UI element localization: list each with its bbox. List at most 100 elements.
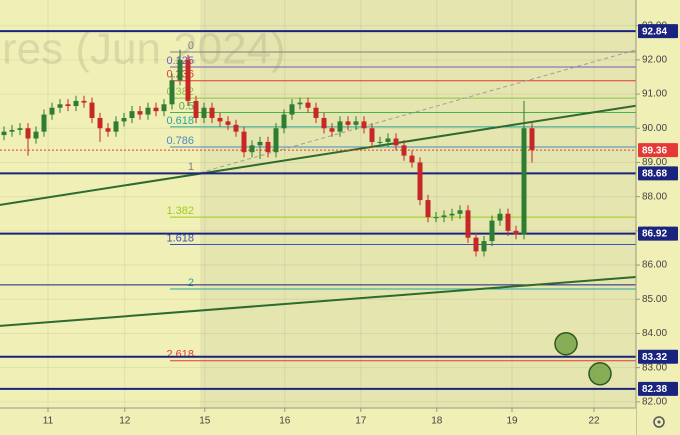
candle-body: [145, 107, 151, 115]
candle-body: [465, 210, 471, 238]
y-tick-label: 85.00: [642, 294, 667, 305]
candle-body: [273, 128, 279, 153]
y-tick-label: 92.00: [642, 54, 667, 65]
candle-body: [137, 111, 143, 115]
candle-body: [489, 220, 495, 242]
price-badge: [638, 349, 678, 364]
x-tick-label: 12: [119, 416, 131, 427]
fib-label: 0.786: [166, 135, 194, 147]
candle-body: [233, 124, 239, 132]
y-tick-label: 90.00: [642, 123, 667, 134]
price-badge: [638, 226, 678, 241]
candle-body: [113, 121, 119, 132]
y-tick-label: 91.00: [642, 89, 667, 100]
candle-body: [97, 117, 103, 129]
candle-body: [321, 117, 327, 129]
candle-body: [441, 215, 447, 218]
y-tick-label: 83.00: [642, 362, 667, 373]
y-tick-label: 89.00: [642, 157, 667, 168]
x-tick-label: 22: [588, 416, 600, 427]
settings-icon-center: [657, 420, 661, 424]
settings-icon: [653, 416, 665, 428]
x-tick-label: 19: [506, 416, 518, 427]
candle-body: [377, 141, 383, 143]
candle-body: [33, 131, 39, 139]
trendline: [0, 104, 637, 206]
candle-body: [73, 100, 79, 107]
candle-body: [345, 121, 351, 125]
candle-body: [425, 200, 431, 218]
y-tick-label: 86.00: [642, 260, 667, 271]
candle-body: [281, 114, 287, 129]
candle-body: [257, 141, 263, 146]
candle-body: [225, 121, 231, 125]
candle-body: [369, 128, 375, 142]
candle-body: [457, 210, 463, 214]
price-badge: [638, 143, 678, 158]
trendline: [0, 276, 637, 327]
candle-body: [481, 241, 487, 252]
candle-body: [217, 117, 223, 122]
candle-body: [521, 128, 527, 235]
candle-body: [505, 213, 511, 231]
candle-body: [169, 80, 175, 105]
y-tick-label: 88.00: [642, 191, 667, 202]
candle-body: [265, 141, 271, 153]
candle-body: [1, 131, 7, 136]
candle-body: [193, 100, 199, 118]
candle-body: [153, 107, 159, 112]
price-badge-label: 89.36: [642, 145, 667, 156]
x-tick-label: 15: [199, 416, 211, 427]
candle-body: [209, 107, 215, 118]
fib-label: 0.5: [179, 100, 194, 112]
price-badge: [638, 24, 678, 39]
candle-body: [361, 121, 367, 129]
marker-circle: [554, 331, 578, 356]
trendline: [199, 49, 637, 174]
candle-body: [529, 128, 535, 151]
candle-body: [313, 107, 319, 118]
candle-body: [177, 59, 183, 81]
candle-body: [249, 145, 255, 153]
candle-body: [25, 128, 31, 139]
candle-body: [473, 237, 479, 252]
watermark: res (Jun 2024): [2, 25, 286, 74]
candle-body: [49, 107, 55, 115]
x-tick-label: 17: [355, 416, 367, 427]
fib-label: 1.618: [166, 232, 194, 244]
candle-body: [201, 107, 207, 118]
price-badge-label: 82.38: [642, 384, 667, 395]
y-tick-label: 84.00: [642, 328, 667, 339]
price-badge: [638, 381, 678, 396]
x-tick-label: 18: [431, 416, 443, 427]
candle-body: [65, 104, 71, 107]
candle-body: [289, 104, 295, 115]
candle-body: [121, 117, 127, 122]
candle-body: [161, 104, 167, 112]
candle-body: [297, 102, 303, 105]
marker-circle: [588, 362, 612, 386]
candle-body: [57, 104, 63, 108]
candle-body: [9, 129, 15, 132]
candle-body: [241, 131, 247, 153]
x-tick-label: 16: [279, 416, 291, 427]
x-axis-panel: [0, 408, 636, 435]
price-badge-label: 88.68: [642, 169, 667, 180]
x-tick-label: 11: [43, 416, 54, 427]
fib-label: 0.618: [166, 115, 194, 127]
candle-body: [433, 217, 439, 219]
candle-body: [409, 155, 415, 163]
candle-body: [353, 121, 359, 125]
candle-body: [305, 102, 311, 108]
candle-body: [417, 162, 423, 201]
fib-label: 2.618: [166, 349, 194, 361]
candle-body: [129, 111, 135, 118]
candle-body: [449, 213, 455, 216]
candle-body: [385, 138, 391, 142]
candle-body: [393, 138, 399, 146]
candle-body: [89, 102, 95, 118]
price-badge-label: 92.84: [642, 26, 667, 37]
settings-button[interactable]: [653, 416, 665, 428]
fib-label: 2: [188, 277, 194, 289]
